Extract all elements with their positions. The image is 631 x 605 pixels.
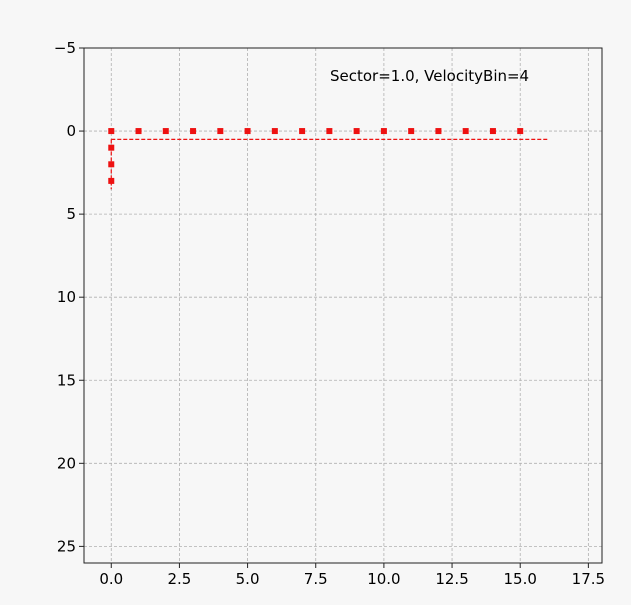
data-point: [489, 128, 496, 135]
data-point: [380, 128, 387, 135]
data-point: [353, 128, 360, 135]
y-tick-label: 15: [57, 371, 76, 389]
data-point: [162, 128, 169, 135]
x-tick-label: 10.0: [367, 570, 400, 588]
data-point: [135, 128, 142, 135]
data-point: [271, 128, 278, 135]
x-tick-label: 12.5: [435, 570, 468, 588]
data-point: [244, 128, 251, 135]
data-point: [108, 161, 115, 168]
data-point: [408, 128, 415, 135]
x-tick-label: 0.0: [99, 570, 123, 588]
x-tick-label: 2.5: [167, 570, 191, 588]
x-tick-label: 7.5: [304, 570, 328, 588]
data-point: [108, 128, 115, 135]
x-tick-label: 5.0: [236, 570, 260, 588]
y-tick-label: 25: [57, 537, 76, 555]
data-point: [108, 177, 115, 184]
data-point: [108, 144, 115, 151]
data-point: [517, 128, 524, 135]
x-tick-label: 17.5: [572, 570, 605, 588]
data-point: [190, 128, 197, 135]
data-point: [462, 128, 469, 135]
y-tick-label: 0: [66, 122, 76, 140]
y-tick-label: 5: [66, 205, 76, 223]
y-axis: −5 0 5 10 15 20 25: [54, 39, 84, 555]
annotation: Sector=1.0, VelocityBin=4: [330, 67, 529, 85]
y-tick-label: 10: [57, 288, 76, 306]
y-tick-label: −5: [54, 39, 76, 57]
data-point: [299, 128, 306, 135]
plot-background: [84, 48, 602, 563]
x-tick-label: 15.0: [504, 570, 537, 588]
data-point: [326, 128, 333, 135]
x-axis: 0.0 2.5 5.0 7.5 10.0 12.5 15.0 17.5: [99, 563, 605, 588]
data-point: [217, 128, 224, 135]
y-tick-label: 20: [57, 454, 76, 472]
data-point: [435, 128, 442, 135]
plot-frame: [83, 47, 603, 564]
series-points: [108, 128, 524, 184]
